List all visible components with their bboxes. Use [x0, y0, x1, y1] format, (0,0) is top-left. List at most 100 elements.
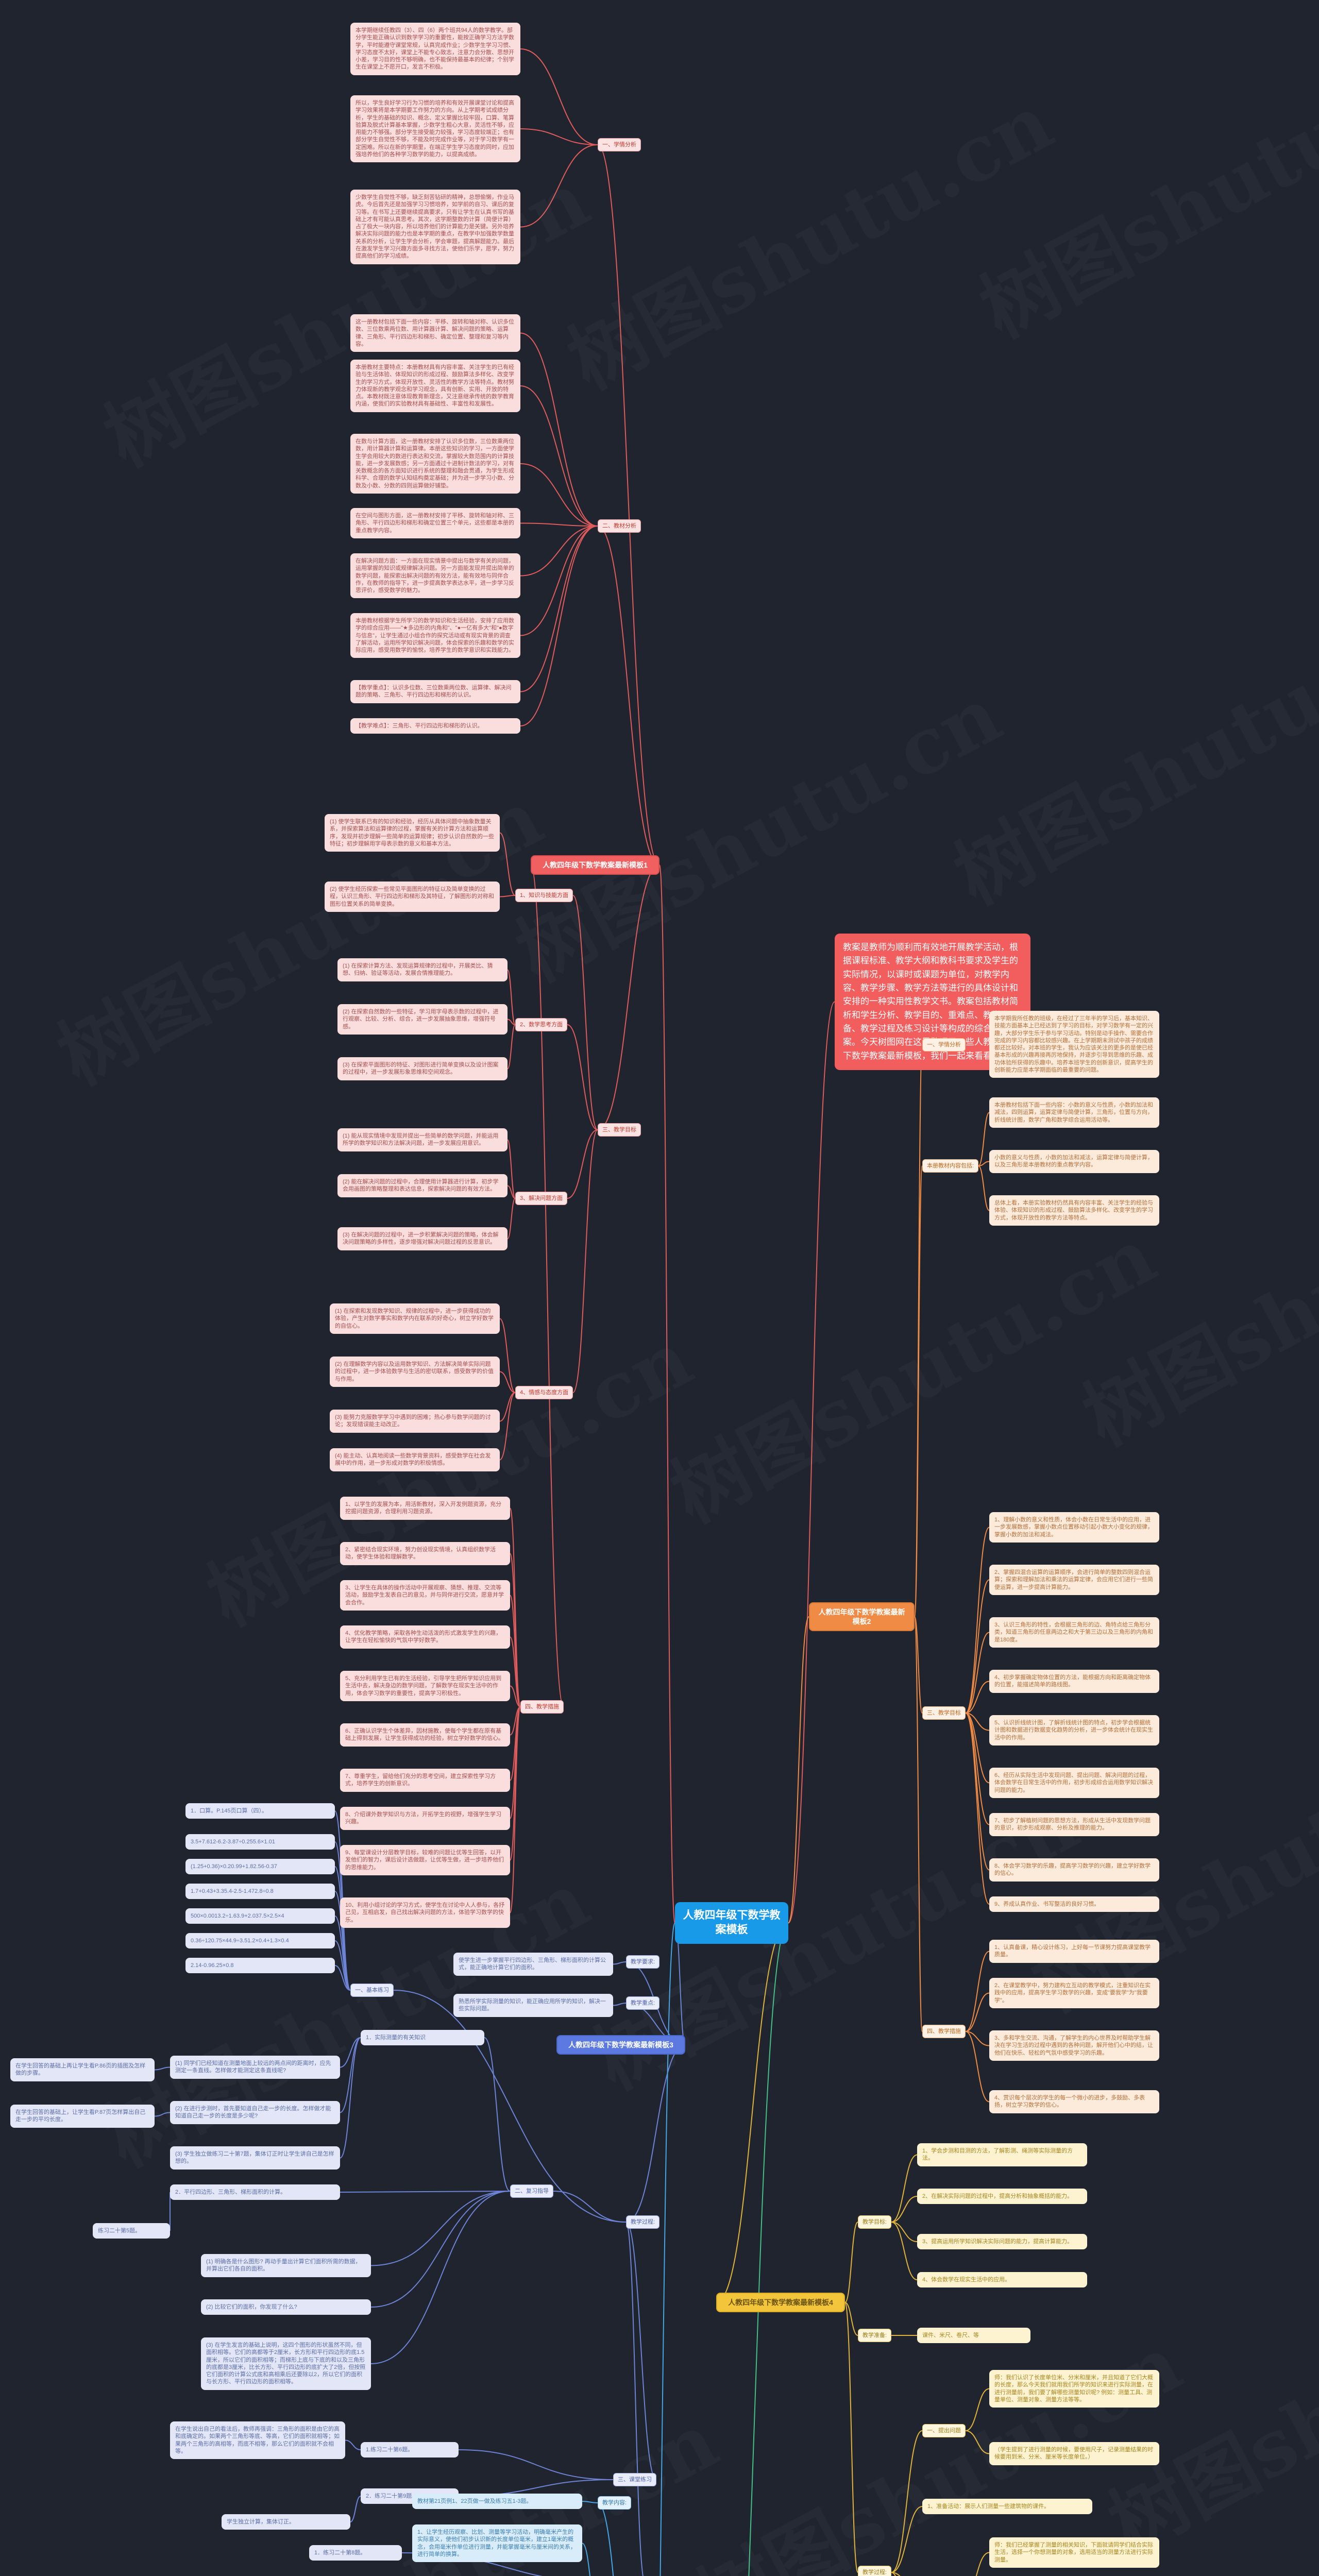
topic-leaf-node[interactable]: (3) 在解决问题的过程中，进一步积累解决问题的策略，体会解决问题策略的多样性，… — [337, 1227, 508, 1250]
topic-leaf-node[interactable]: （学生提到了进行测量的时候，要使用尺子，记录测量结果的时候要用到米、分米、厘米等… — [989, 2442, 1159, 2465]
topic-leaf-node[interactable]: 1．练习二十第8题。 — [309, 2545, 402, 2561]
topic-leaf-node[interactable]: 本册教材主要特点：本册教材具有内容丰富、关注学生的已有经验与生活体验、体现知识的… — [350, 360, 520, 412]
topic-leaf-node[interactable]: 5、充分利用学生已有的生活经验，引导学生把所学知识应用到生活中去，解决身边的数学… — [340, 1671, 510, 1701]
topic-leaf-node[interactable]: 1、让学生经历观察、比划、测量等学习活动，明确毫米产生的实际意义，使他们初步认识… — [412, 2524, 582, 2563]
topic-leaf-node[interactable]: 4、初步掌握确定物体位置的方法，能根据方向和距离确定物体的位置，能描述简单的路线… — [989, 1670, 1159, 1693]
topic-leaf-node[interactable]: (1) 使学生联系已有的知识和经验，经历从具体问题中抽象数量关系，并探索算法和运… — [325, 814, 500, 852]
section-label-node[interactable]: 一、提出问题 — [922, 2424, 966, 2438]
section-label-node[interactable]: 三、教学目标 — [598, 1123, 641, 1137]
topic-leaf-node[interactable]: 使学生进一步掌握平行四边形、三角形、梯形面积的计算公式，能正确地计算它们的面积。 — [453, 1953, 613, 1976]
topic-leaf-node[interactable]: 本学期继续任教四（3）、四（6）两个班共94人的数学教学。部分学生能正确认识到数… — [350, 23, 520, 75]
topic-leaf-node[interactable]: 1、以学生的发展为本，用活新教材，深入开发例题资源，充分挖掘问题资源，合理利用习… — [340, 1497, 510, 1520]
topic-leaf-node[interactable]: (3) 学生独立做练习二十第7题，集体订正时让学生讲自己是怎样想的。 — [170, 2146, 340, 2170]
topic-leaf-node[interactable]: 1、理解小数的意义和性质，体会小数在日常生活中的应用，进一步发展数感，掌握小数点… — [989, 1512, 1159, 1543]
topic-leaf-node[interactable]: 500×0.0013.2÷1.63.9+2.037.5×2.5×4 — [185, 1908, 335, 1924]
topic-leaf-node[interactable]: (2) 使学生经历探索一些常见平面图形的特征以及简单变换的过程，认识三角形、平行… — [325, 882, 500, 912]
topic-leaf-node[interactable]: 【教学重点】：认识多位数、三位数乘两位数、运算律、解决问题的策略、三角形、平行四… — [350, 680, 520, 703]
topic-leaf-node[interactable]: 课件、米尺、卷尺、等 — [917, 2328, 1030, 2344]
topic-leaf-node[interactable]: 3、多和学生交流、沟通，了解学生的内心世界及时帮助学生解决在学习生活的过程中遇到… — [989, 2030, 1159, 2061]
topic-leaf-node[interactable]: (2) 比较它们的面积，你发现了什么? — [201, 2299, 371, 2315]
section-label-node[interactable]: 三、课堂练习 — [613, 2473, 656, 2487]
section-label-node[interactable]: 教学过程: — [858, 2566, 892, 2576]
topic-leaf-node[interactable]: (1.25+0.36)×0.20.99+1.82.56-0.37 — [185, 1859, 335, 1875]
topic-leaf-node[interactable]: 教材第21页例1、22页做一做及练习五1-3题。 — [412, 2494, 582, 2510]
topic-leaf-node[interactable]: 3.5+7.612-6.2-3.87÷0.255.6×1.01 — [185, 1834, 335, 1850]
topic-leaf-node[interactable]: (2) 在理解数学内容以及运用数学知识、方法解决简单实际问题的过程中，进一步体验… — [330, 1357, 500, 1387]
section-label-node[interactable]: 1、知识与技能方面 — [515, 889, 573, 903]
section-label-node[interactable]: 4、情感与态度方面 — [515, 1386, 573, 1400]
topic-leaf-node[interactable]: 本册教材包括下面一些内容：小数的意义与性质，小数的加法和减法，四则运算，运算定律… — [989, 1097, 1159, 1128]
topic-leaf-node[interactable]: 2、掌握四混合运算的运算顺序，会进行简单的整数四则混合运算；探索和理解加法和乘法… — [989, 1565, 1159, 1595]
branch-root-node[interactable]: 人教四年级下数学教案最新模板4 — [716, 2293, 845, 2313]
topic-leaf-node[interactable]: 7、尊重学生，留给他们充分的思考空间，建立探索性学习方式，培养学生的创新意识。 — [340, 1769, 510, 1792]
topic-leaf-node[interactable]: 10、利用小组讨论的学习方式，使学生在讨论中人人参与，各抒己见，互相启发，自己找… — [340, 1897, 510, 1928]
topic-leaf-node[interactable]: 小数的意义与性质，小数的加法和减法，运算定律与简便计算，以及三角形是本册教材的重… — [989, 1150, 1159, 1173]
topic-leaf-node[interactable]: 6、正确认识学生个体差异，因材施教，使每个学生都在原有基础上得到发展，让学生获得… — [340, 1723, 510, 1747]
topic-leaf-node[interactable]: 4、赏识每个层次的学生的每一个微小的进步，多鼓励、多表扬，树立学习数学的信心。 — [989, 2090, 1159, 2113]
topic-leaf-node[interactable]: (1) 明确各是什么图形? 再动手量出计算它们面积所需的数据，并算出它们各自的面… — [201, 2254, 371, 2277]
topic-leaf-node[interactable]: 在学生回答的基础上，让学生看P.87页怎样算出自己走一步的平均长度。 — [10, 2105, 155, 2128]
topic-leaf-node[interactable]: 2、在课堂教学中，努力建构立互动的教学模式，注重知识在实践中的应用，提高学生学习… — [989, 1978, 1159, 2008]
topic-leaf-node[interactable]: (3) 在探索平面图形的特征、对图形进行简单变换以及设计图案的过程中，进一步发展… — [337, 1057, 508, 1080]
topic-leaf-node[interactable]: 1．口算。P.145页口算（四）。 — [185, 1803, 335, 1819]
section-label-node[interactable]: 2、数学思考方面 — [515, 1018, 568, 1032]
topic-leaf-node[interactable]: 这一册教材包括下面一些内容：平移、旋转和轴对称、认识多位数、三位数乘两位数、用计… — [350, 314, 520, 352]
topic-leaf-node[interactable]: 2.14-0.96.25×0.8 — [185, 1958, 335, 1974]
topic-leaf-node[interactable]: (4) 能主动、认真地阅读一些数学背景资料，感受数学在社会发展中的作用，进一步形… — [330, 1448, 500, 1471]
topic-leaf-node[interactable]: 熟悉所学实际测量的知识，能正确应用所学的知识，解决一些实际问题。 — [453, 1994, 613, 2017]
topic-leaf-node[interactable]: (3) 在学生发言的基础上说明，这四个图形的形状虽然不同，但面积相等。它们的高都… — [201, 2337, 371, 2390]
topic-leaf-node[interactable]: 9、养成认真作业、书写整洁的良好习惯。 — [989, 1896, 1159, 1912]
section-label-node[interactable]: 本册教材内容包括: — [922, 1159, 979, 1173]
topic-leaf-node[interactable]: (2) 在探索自然数的一些特征，学习用字母表示数的过程中，进行观察、比较、分析、… — [337, 1004, 508, 1035]
topic-leaf-node[interactable]: 总体上看，本册实验教材仍然具有内容丰富、关注学生的经验与体验、体现知识的形成过程… — [989, 1195, 1159, 1226]
branch-root-node[interactable]: 人教四年级下数学教案最新模板3 — [556, 2035, 685, 2055]
section-label-node[interactable]: 教学要求: — [626, 1955, 660, 1969]
topic-leaf-node[interactable]: 师：我们认识了长度单位米、分米和厘米，并且知道了它们大概的长度，那么今天我们就用… — [989, 2370, 1159, 2408]
topic-leaf-node[interactable]: 在学生回答的基础上再让学生看P.86页的插图及怎样做的步骤。 — [10, 2058, 155, 2081]
topic-leaf-node[interactable]: 8、体会学习数学的乐趣，提高学习数学的兴趣，建立学好数学的信心。 — [989, 1858, 1159, 1882]
section-label-node[interactable]: 教学过程: — [626, 2215, 660, 2229]
topic-leaf-node[interactable]: 1、认真备课，精心设计练习，上好每一节课努力提高课堂教学质量。 — [989, 1940, 1159, 1963]
topic-leaf-node[interactable]: 学生独立计算，集体订正。 — [222, 2514, 350, 2530]
topic-leaf-node[interactable]: (2) 能在解决问题的过程中，合理使用计算器进行计算，初步学会用画图的策略整理和… — [337, 1174, 508, 1197]
section-label-node[interactable]: 二、教材分析 — [598, 519, 641, 533]
topic-leaf-node[interactable]: 1、准备活动：展示人们测量一些建筑物的课件。 — [922, 2499, 1092, 2515]
section-label-node[interactable]: 三、教学目标 — [922, 1706, 966, 1720]
topic-leaf-node[interactable]: 7、初步了解植树问题的思想方法，形成从生活中发现数学问题的意识，初步形成观察、分… — [989, 1813, 1159, 1836]
branch-root-node[interactable]: 人教四年级下数学教案最新模板2 — [809, 1602, 915, 1632]
topic-leaf-node[interactable]: 5、认识折线统计图，了解折线统计图的特点，初步学会根据统计图和数据进行数据变化趋… — [989, 1715, 1159, 1745]
topic-leaf-node[interactable]: 在解决问题方面：一方面在现实情景中提出与数学有关的问题，运用掌握的知识或规律解决… — [350, 553, 520, 599]
topic-leaf-node[interactable]: 2、在解决实际问题的过程中，提高分析和抽象概括的能力。 — [917, 2189, 1087, 2205]
section-label-node[interactable]: 四、教学措施 — [922, 2025, 966, 2039]
section-label-node[interactable]: 教学准备: — [858, 2329, 892, 2343]
section-label-node[interactable]: 教学重点: — [626, 1996, 660, 2010]
section-label-node[interactable]: 教学目标: — [858, 2215, 892, 2229]
topic-leaf-node[interactable]: 6、经历从实际生活中发现问题、提出问题、解决问题的过程，体会数学在日常生活中的作… — [989, 1768, 1159, 1798]
topic-leaf-node[interactable]: 少数学生自觉性不够，缺乏刻苦钻研的精神，总想偷懒，作业马虎。今后首先还是加强学习… — [350, 190, 520, 264]
topic-leaf-node[interactable]: 1、学会步测和目测的方法，了解影测、绳测等实际测量的方法。 — [917, 2143, 1087, 2166]
topic-leaf-node[interactable]: 9、每堂课设计分层教学目标，较难的问题让优等生回答，以开发他们的智力，课后设计选… — [340, 1845, 510, 1875]
topic-leaf-node[interactable]: (1) 能从现实情境中发现并提出一些简单的数学问题，并能运用所学的数学知识和方法… — [337, 1128, 508, 1151]
section-label-node[interactable]: 一、学情分析 — [598, 138, 641, 152]
topic-leaf-node[interactable]: 本册教材根据学生所学习的数学知识和生活经验，安排了应用数学的综合应用——"★多边… — [350, 613, 520, 658]
topic-leaf-node[interactable]: 1．实际测量的有关知识 — [361, 2030, 484, 2046]
topic-leaf-node[interactable]: 3、认识三角形的特性，会根据三角形的边、角特点给三角形分类，知道三角形的任意两边… — [989, 1617, 1159, 1648]
section-label-node[interactable]: 四、教学措施 — [520, 1700, 564, 1714]
topic-leaf-node[interactable]: (3) 能努力克服数学学习中遇到的困难；热心参与数学问题的讨论；发现错误能主动改… — [330, 1410, 500, 1433]
section-label-node[interactable]: 二、复习指导 — [510, 2184, 553, 2198]
topic-leaf-node[interactable]: 在空间与图形方面，这一册教材安排了平移、旋转和轴对称、三角形、平行四边形和梯形和… — [350, 508, 520, 538]
topic-leaf-node[interactable]: 所以，学生良好学习行为习惯的培养和有效开展课堂讨论和提高学习效果将是本学期要工作… — [350, 95, 520, 163]
topic-leaf-node[interactable]: 【教学难点】：三角形、平行四边形和梯形的认识。 — [350, 718, 520, 734]
topic-leaf-node[interactable]: 1.7+0.43+3.35.4-2.5-1.472.8÷0.8 — [185, 1884, 335, 1900]
intro-note-node[interactable]: 教案是教师为顺利而有效地开展教学活动，根据课程标准、教学大纲和教科书要求及学生的… — [835, 934, 1030, 1071]
topic-leaf-node[interactable]: (1) 在探索计算方法、发现运算规律的过程中，开展类比、猜想、归纳、验证等活动，… — [337, 958, 508, 981]
topic-leaf-node[interactable]: 在数与计算方面，这一册教材安排了认识多位数，三位数乘两位数，用计算器计算和运算律… — [350, 434, 520, 494]
section-label-node[interactable]: 3、解决问题方面 — [515, 1192, 568, 1206]
topic-leaf-node[interactable]: 4、体会数学在现实生活中的应用。 — [917, 2272, 1087, 2288]
section-label-node[interactable]: 教学内容: — [598, 2496, 632, 2510]
central-topic-node[interactable]: 人教四年级下数学教案模板 — [675, 1902, 788, 1944]
section-label-node[interactable]: 一、学情分析 — [922, 1038, 966, 1052]
topic-leaf-node[interactable]: (2) 在进行步测时，首先要知道自己走一步的长度。怎样做才能知道自己走一步的长度… — [170, 2101, 340, 2124]
topic-leaf-node[interactable]: (1) 同学们已经知道在测量地面上较远的两点间的距离时，应先测定一条直线。怎样做… — [170, 2056, 340, 2079]
